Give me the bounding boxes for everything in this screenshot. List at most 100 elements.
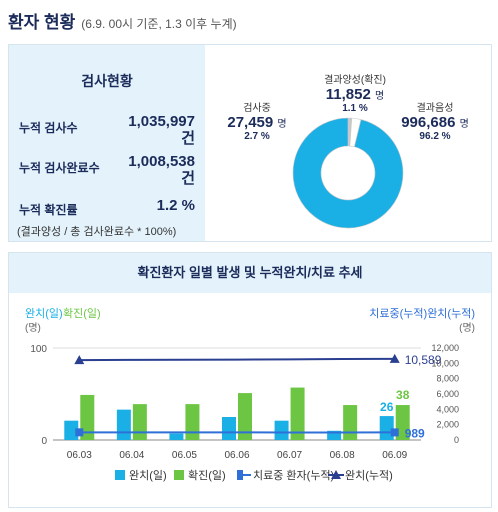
stats-title: 검사현황	[81, 73, 133, 89]
right-tick-label: 2,000	[436, 420, 459, 430]
chart-axes: 100 0 12,000 10,000 8,000 6,000 4,000 2,000 0 06.…	[30, 343, 459, 461]
x-tick-label: 06.08	[330, 450, 355, 461]
legend-label: 치료중 환자(누적)	[253, 469, 334, 482]
x-tick-label: 06.05	[172, 450, 197, 461]
donut-segment-2	[292, 117, 404, 229]
trend-chart-card: 확진환자 일별 발생 및 누적완치/치료 추세 완치(일) 확진(일) (명) …	[8, 252, 492, 508]
donut-label-value: 996,686 명	[383, 114, 487, 131]
annotation-confirmed-daily: 38	[396, 388, 410, 402]
donut-label-title: 검사중	[243, 103, 271, 114]
donut-label-title: 결과음성	[416, 103, 454, 114]
right-tick-label: 12,000	[431, 343, 459, 353]
right-tick-label: 6,000	[436, 389, 459, 399]
x-tick-label: 06.07	[277, 450, 302, 461]
donut-label-testing: 검사중 27,459 명 2.7 %	[209, 99, 305, 142]
legend-swatch	[115, 470, 125, 480]
donut-value-number: 11,852	[325, 86, 371, 103]
legend-label: 완치(일)	[129, 468, 167, 482]
donut-value-number: 996,686	[401, 114, 456, 131]
right-tick-label: 10,000	[431, 358, 459, 368]
right-axis-unit: (명)	[459, 322, 475, 334]
right-tick-label: 4,000	[436, 404, 459, 414]
bar-recovered-4	[274, 420, 289, 440]
bar-confirmed-5	[343, 405, 358, 440]
chart-title: 확진환자 일별 발생 및 누적완치/치료 추세	[9, 253, 491, 293]
bar-confirmed-1	[132, 404, 147, 440]
bar-recovered-3	[222, 417, 236, 440]
stat-label-total-tests: 누적 검사수	[19, 121, 78, 135]
annotation-treating: 989	[405, 426, 425, 440]
x-tick-label: 06.04	[119, 450, 144, 461]
legend-label: 확진(일)	[188, 468, 226, 482]
chart-legend: 완치(일) 확진(일) 치료중 환자(누적) 완치(누적)	[115, 468, 393, 482]
annotation-recovered-cumulative: 10,589	[405, 353, 442, 367]
x-tick-label: 06.06	[224, 450, 249, 461]
stat-number: 1,035,997	[128, 113, 195, 130]
annotation-recovered-daily: 26	[380, 400, 394, 414]
legend-label: 완치(누적)	[345, 469, 393, 482]
left-axis-unit: (명)	[25, 322, 41, 334]
legend-swatch	[174, 470, 184, 480]
stat-label-positive-rate: 누적 확진률	[19, 203, 78, 217]
stat-unit: 건	[181, 130, 195, 147]
donut-label-negative: 결과음성 996,686 명 96.2 %	[383, 99, 487, 142]
test-result-donut	[292, 117, 404, 229]
testing-stats-panel: 검사현황 누적 검사수 1,035,997 건 누적 검사완료수 1,008,5…	[9, 45, 205, 241]
x-tick-label: 06.09	[382, 450, 407, 461]
page-title: 환자 현황	[8, 13, 76, 32]
marker-treating	[75, 428, 84, 437]
marker-treating	[390, 428, 399, 437]
right-tick-label: 0	[454, 435, 459, 445]
stat-value-completed-tests: 1,008,538 건	[128, 153, 195, 187]
bar-confirmed-4	[290, 387, 305, 440]
page-subtitle: (6.9. 00시 기준, 1.3 이후 누계)	[81, 17, 237, 31]
donut-label-value: 27,459 명	[209, 114, 305, 131]
bar-confirmed-2	[185, 404, 200, 440]
stat-formula-note: (결과양성 / 총 검사완료수 * 100%)	[17, 226, 177, 238]
stat-label-completed-tests: 누적 검사완료수	[19, 161, 100, 175]
left-tick-label: 100	[30, 344, 47, 355]
left-axis-label-confirmed: 확진(일)	[63, 306, 101, 320]
stat-value-positive-rate: 1.2 %	[156, 197, 195, 214]
right-axis-label: 치료중(누적)완치(누적)	[369, 307, 475, 320]
marker-recovered-cumulative	[74, 355, 85, 365]
testing-status-card: 검사현황 누적 검사수 1,035,997 건 누적 검사완료수 1,008,5…	[8, 44, 492, 242]
donut-value-unit: 명	[375, 91, 385, 102]
donut-segments	[292, 117, 404, 229]
bar-confirmed-3	[238, 393, 252, 440]
donut-label-value: 11,852 명	[305, 86, 405, 103]
bar-recovered-1	[116, 409, 131, 440]
stat-value-total-tests: 1,035,997 건	[128, 113, 195, 147]
marker-recovered-cumulative	[389, 353, 400, 363]
legend-recovered-daily: 완치(일)	[115, 468, 167, 482]
test-result-donut-area: 결과양성(확진) 11,852 명 1.1 % 검사중 27,459 명 2.7…	[205, 45, 491, 241]
stat-number: 1,008,538	[128, 153, 195, 170]
legend-swatch	[237, 470, 243, 480]
left-tick-label: 0	[41, 436, 47, 447]
donut-label-percent: 96.2 %	[419, 131, 451, 142]
bar-recovered-0	[64, 420, 79, 440]
bar-recovered-2	[169, 433, 184, 440]
left-axis-label-recovered: 완치(일)	[25, 306, 63, 320]
right-tick-label: 8,000	[436, 374, 459, 384]
line-recovered-cumulative	[79, 357, 395, 362]
donut-label-percent: 1.1 %	[342, 103, 368, 114]
donut-label-title: 결과양성(확진)	[324, 75, 386, 86]
chart-grid	[53, 347, 421, 441]
bar-confirmed-0	[80, 394, 95, 440]
donut-value-unit: 명	[277, 119, 287, 130]
donut-value-number: 27,459	[227, 114, 274, 131]
bar-recovered-6	[379, 416, 394, 440]
stat-unit: 건	[181, 170, 195, 187]
legend-treating: 치료중 환자(누적)	[237, 469, 334, 482]
donut-value-unit: 명	[459, 119, 469, 130]
chart-bars	[64, 387, 410, 440]
bar-recovered-5	[327, 430, 342, 440]
legend-swatch	[331, 470, 341, 479]
page-header: 환자 현황 (6.9. 00시 기준, 1.3 이후 누계)	[8, 8, 237, 36]
legend-recovered-cumulative: 완치(누적)	[328, 469, 393, 482]
bar-confirmed-6	[395, 405, 410, 440]
legend-confirmed-daily: 확진(일)	[174, 468, 226, 482]
